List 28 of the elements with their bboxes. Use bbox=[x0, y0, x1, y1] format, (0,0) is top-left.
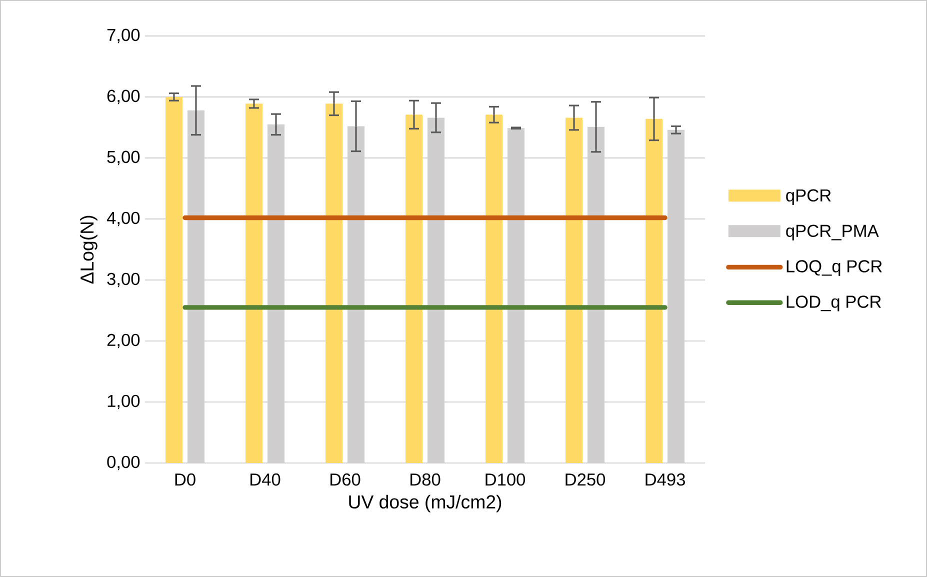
y-tick-label: 4,00 bbox=[106, 212, 140, 226]
x-tick-label: D40 bbox=[250, 473, 280, 486]
x-tick-label: D0 bbox=[175, 473, 196, 486]
bar bbox=[566, 118, 583, 464]
y-tick-label: 0,00 bbox=[107, 456, 140, 470]
x-axis-title: UV dose (mJ/cm2) bbox=[349, 494, 502, 512]
bar bbox=[646, 118, 663, 464]
legend-label: qPCR bbox=[786, 189, 831, 205]
legend-label: qPCR_PMA bbox=[786, 224, 879, 240]
y-tick-label: 1,00 bbox=[108, 394, 140, 410]
x-tick-label: D250 bbox=[566, 473, 606, 486]
bar bbox=[325, 104, 342, 464]
y-axis-title: ΔLog(N) bbox=[80, 216, 98, 284]
legend-label: LOQ_q PCR bbox=[786, 260, 882, 276]
bar bbox=[245, 104, 262, 464]
x-tick-label: D60 bbox=[330, 473, 360, 486]
x-tick-label: D80 bbox=[410, 473, 440, 486]
y-tick-label: 7,00 bbox=[107, 28, 140, 44]
y-tick-label: 5,00 bbox=[107, 150, 140, 166]
bar bbox=[486, 114, 503, 464]
y-tick-label: 3,00 bbox=[107, 272, 140, 288]
bar bbox=[406, 114, 422, 464]
y-tick-label: 6,00 bbox=[107, 90, 140, 104]
bar bbox=[165, 96, 182, 464]
x-tick-label: D493 bbox=[646, 473, 685, 486]
legend-label: LOD_q PCR bbox=[786, 296, 881, 312]
y-tick-label: 2,00 bbox=[107, 334, 140, 348]
x-tick-label: D100 bbox=[486, 473, 526, 486]
